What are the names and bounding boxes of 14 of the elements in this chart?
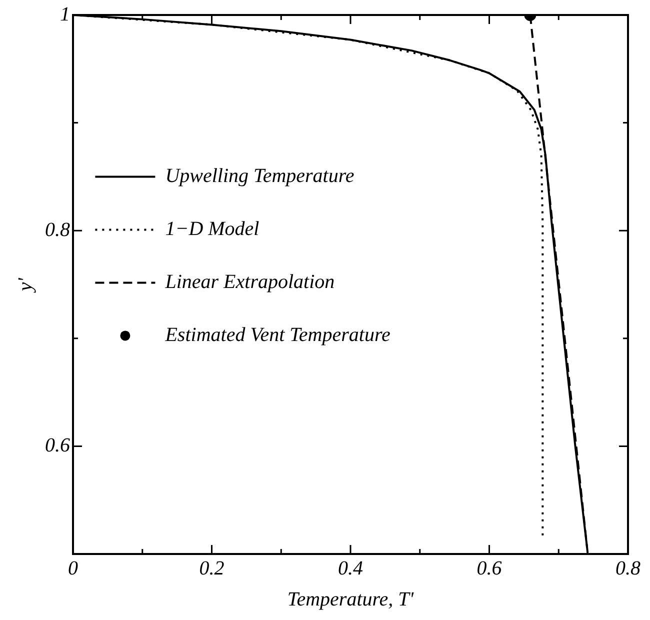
x-tick-label: 0.8 [616,557,640,580]
x-tick-label: 0.4 [338,557,363,580]
y-tick-label: 0.6 [45,434,70,456]
y-tick-label: 1 [60,3,70,26]
legend-label: Upwelling Temperature [165,164,354,187]
x-tick-label: 0 [68,557,78,580]
legend-label: Estimated Vent Temperature [164,324,390,346]
x-axis-title: Temperature, T' [287,588,414,610]
x-tick-label: 0.2 [199,557,224,580]
y-axis-title: y' [14,277,36,294]
legend-label: Linear Extrapolation [164,270,335,293]
legend-label: 1−D Model [165,218,260,240]
y-tick-label: 0.8 [45,218,70,241]
x-tick-label: 0.6 [476,557,502,580]
